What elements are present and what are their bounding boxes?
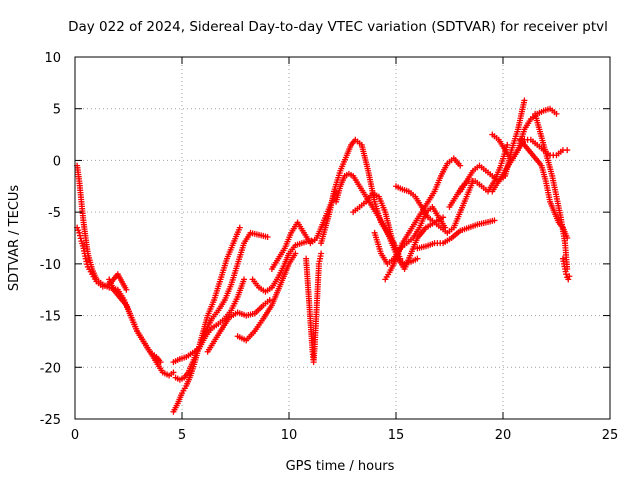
y-tick-label: -10	[40, 258, 61, 273]
chart-title: Day 022 of 2024, Sidereal Day-to-day VTE…	[68, 19, 608, 35]
data-point	[266, 297, 273, 304]
data-point	[553, 110, 560, 117]
data-point	[491, 217, 498, 224]
series-h	[234, 250, 299, 344]
data-point	[236, 224, 243, 231]
series-j	[268, 188, 340, 273]
data-point	[318, 250, 325, 257]
series-q	[393, 178, 477, 236]
y-tick-label: -15	[40, 310, 61, 325]
series-k	[303, 250, 325, 366]
data-point	[76, 229, 83, 236]
data-point	[83, 258, 90, 265]
data-point	[77, 235, 84, 242]
data-point	[565, 276, 572, 283]
data-point	[82, 255, 89, 262]
x-tick-label: 25	[602, 428, 619, 443]
series-p	[382, 155, 464, 283]
x-tick-label: 10	[281, 428, 298, 443]
series-r	[414, 217, 498, 252]
y-axis-label: SDTVAR / TECUs	[7, 185, 22, 292]
data-point	[123, 286, 130, 293]
data-point	[563, 271, 570, 278]
plot-frame	[74, 56, 611, 420]
data-point	[566, 273, 573, 280]
data-markers	[74, 97, 573, 415]
data-point	[241, 276, 248, 283]
series-n	[350, 190, 447, 273]
y-tick-label: 0	[53, 154, 61, 169]
x-tick-label: 20	[495, 428, 512, 443]
x-tick-label: 0	[71, 428, 79, 443]
data-point	[564, 147, 571, 154]
series-c	[106, 276, 164, 366]
data-point	[84, 261, 91, 268]
x-tick-label: 15	[388, 428, 405, 443]
y-tick-label: -20	[40, 361, 61, 376]
series-f	[172, 229, 271, 383]
data-point	[457, 162, 464, 169]
data-point	[292, 250, 299, 257]
y-tick-label: 5	[53, 103, 61, 118]
axis-ticks: 0 5 10 15 20 25 10 5 0 -5 -10 -15 -20 -25	[40, 51, 619, 443]
data-point	[170, 369, 177, 376]
series-x	[532, 110, 571, 273]
series-v	[489, 136, 571, 195]
series-g	[204, 297, 273, 355]
x-tick-label: 5	[178, 428, 186, 443]
y-tick-label: -25	[40, 413, 61, 428]
y-tick-label: 10	[44, 51, 61, 66]
data-point	[157, 359, 164, 366]
y-tick-label: -5	[48, 206, 61, 221]
data-point	[414, 255, 421, 262]
data-point	[76, 232, 83, 239]
data-point	[504, 141, 511, 148]
x-axis-label: GPS time / hours	[286, 459, 395, 474]
data-point	[521, 97, 528, 104]
series-y	[559, 255, 573, 283]
data-point	[264, 233, 271, 240]
